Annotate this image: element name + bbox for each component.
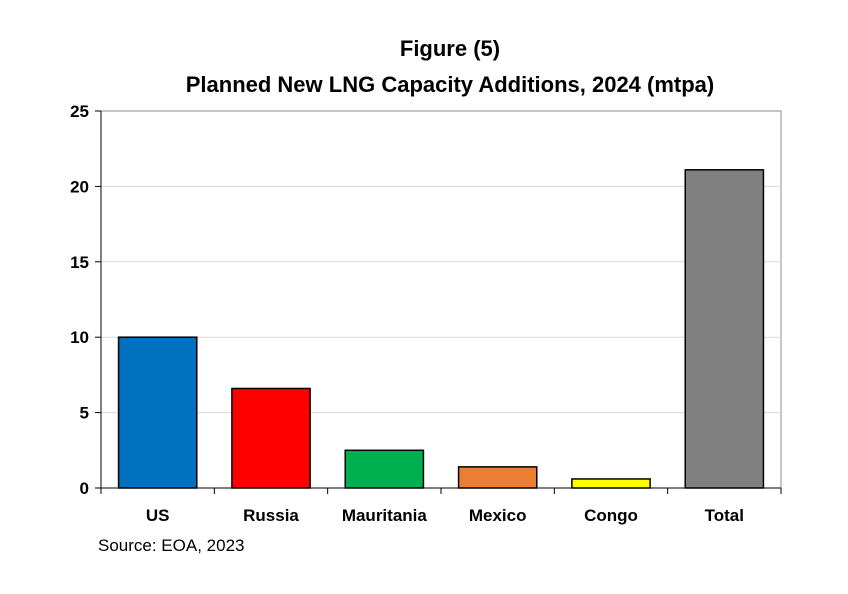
bar-russia bbox=[231, 387, 311, 489]
y-tick-label: 15 bbox=[70, 253, 89, 272]
bar-mexico bbox=[457, 466, 538, 489]
chart-subtitle: Planned New LNG Capacity Additions, 2024… bbox=[185, 72, 715, 97]
bar-mauritania bbox=[344, 449, 425, 489]
y-tick-label: 10 bbox=[70, 328, 89, 347]
x-tick-label: Total bbox=[705, 506, 744, 525]
bar-total bbox=[684, 169, 765, 489]
y-tick-label: 25 bbox=[70, 102, 89, 121]
plot-area bbox=[100, 110, 782, 489]
chart-title: Figure (5) bbox=[399, 36, 501, 61]
x-tick-label: US bbox=[146, 506, 170, 525]
x-tick-label: Mauritania bbox=[342, 506, 428, 525]
y-tick-label: 5 bbox=[80, 404, 89, 423]
x-tick-label: Congo bbox=[584, 506, 638, 525]
x-tick-label: Russia bbox=[243, 506, 299, 525]
y-tick-label: 0 bbox=[80, 479, 89, 498]
y-tick-label: 20 bbox=[70, 177, 89, 196]
bar-congo bbox=[571, 478, 651, 489]
bar-us bbox=[117, 336, 198, 489]
source-note: Source: EOA, 2023 bbox=[98, 536, 245, 555]
x-tick-label: Mexico bbox=[469, 506, 527, 525]
